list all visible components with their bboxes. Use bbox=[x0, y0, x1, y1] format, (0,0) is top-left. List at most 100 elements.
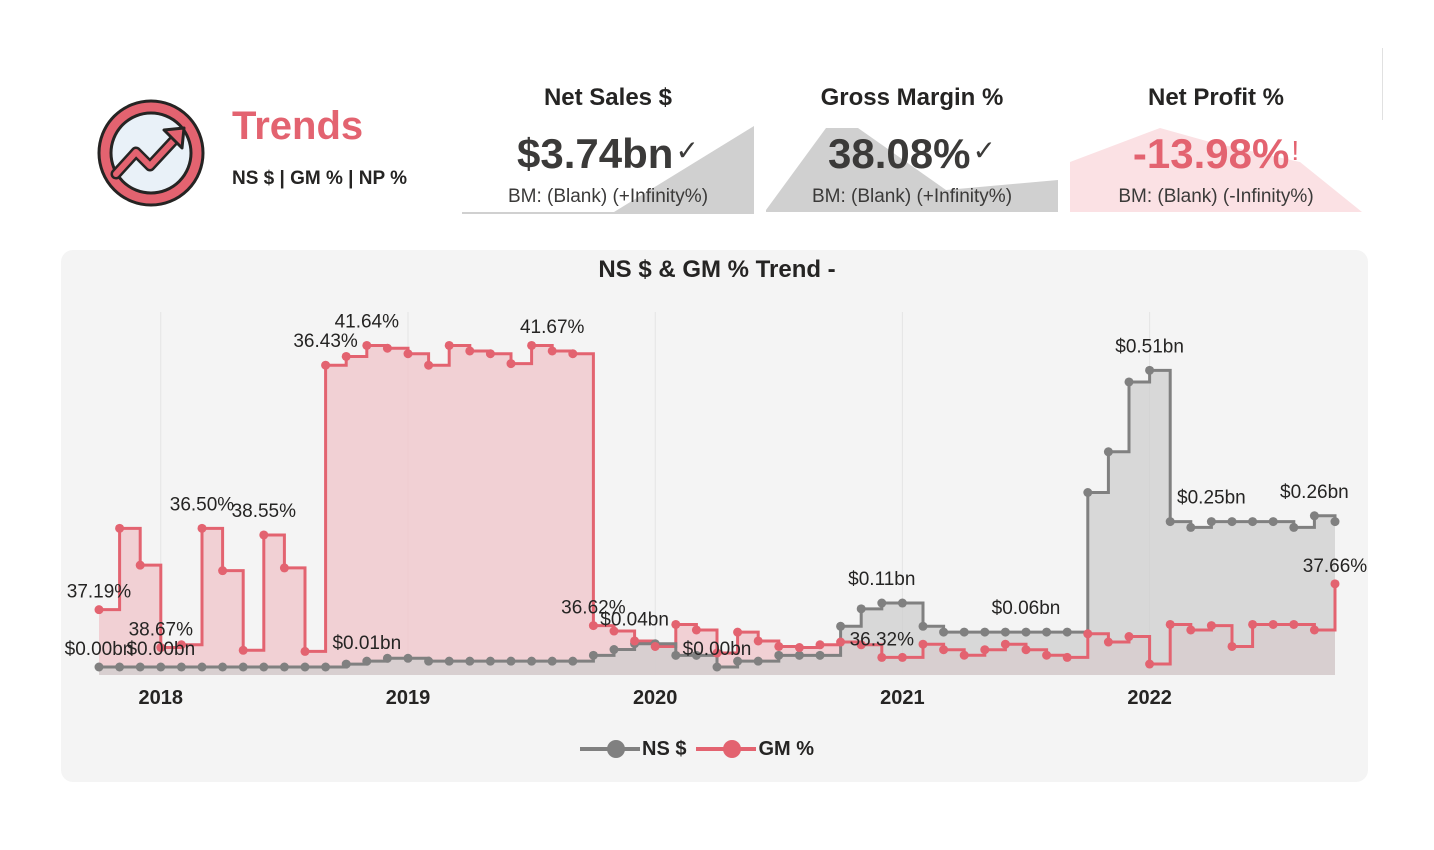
data-label: $0.25bn bbox=[1177, 488, 1246, 509]
data-label: $0.11bn bbox=[848, 569, 915, 590]
ns-point bbox=[444, 656, 454, 666]
legend-item-ns[interactable]: NS $ bbox=[580, 737, 686, 761]
x-tick-label: 2019 bbox=[386, 687, 431, 709]
gm-point bbox=[444, 340, 454, 350]
kpi-sparkline-bg bbox=[1070, 128, 1362, 212]
gm-point bbox=[547, 346, 557, 356]
data-label: 36.50% bbox=[170, 494, 235, 515]
ns-point bbox=[341, 659, 351, 669]
ns-point bbox=[980, 627, 990, 637]
gm-point bbox=[733, 627, 743, 637]
ns-point bbox=[712, 662, 722, 672]
data-label: 37.66% bbox=[1303, 556, 1368, 577]
gm-point bbox=[341, 351, 351, 361]
gm-point bbox=[403, 349, 413, 359]
gm-point bbox=[650, 641, 660, 651]
gm-point bbox=[1124, 632, 1134, 642]
gm-point bbox=[115, 523, 125, 533]
trend-up-circle-icon bbox=[94, 96, 208, 210]
ns-point bbox=[506, 656, 516, 666]
data-label: $0.04bn bbox=[600, 610, 669, 631]
gm-point bbox=[939, 645, 949, 655]
gm-point bbox=[362, 340, 372, 350]
gm-point bbox=[691, 625, 701, 635]
alert-icon: ! bbox=[1291, 135, 1300, 166]
data-label: 38.67% bbox=[129, 620, 194, 641]
gm-point bbox=[465, 346, 475, 356]
kpi-sparkline-bg bbox=[462, 126, 754, 214]
gm-point bbox=[176, 640, 186, 650]
ns-point bbox=[1289, 522, 1299, 532]
ns-point bbox=[1145, 365, 1155, 375]
ns-point bbox=[279, 662, 289, 672]
ns-point bbox=[1309, 511, 1319, 521]
gm-point bbox=[877, 652, 887, 662]
gm-point bbox=[836, 637, 846, 647]
legend-item-gm[interactable]: GM % bbox=[696, 737, 814, 761]
data-label: $0.06bn bbox=[992, 598, 1061, 619]
ns-point bbox=[1124, 377, 1134, 387]
ns-point bbox=[218, 662, 228, 672]
ns-point bbox=[1248, 517, 1258, 527]
gm-point bbox=[712, 648, 722, 658]
kpi-card-gross-margin[interactable]: Gross Margin % 38.08%✓ BM: (Blank) (+Inf… bbox=[766, 80, 1058, 214]
x-tick-label: 2022 bbox=[1127, 687, 1172, 709]
ns-point bbox=[568, 656, 578, 666]
gm-area bbox=[99, 345, 1335, 675]
ns-point bbox=[238, 662, 248, 672]
kpi-card-net-profit[interactable]: Net Profit % -13.98%! BM: (Blank) (-Infi… bbox=[1070, 80, 1362, 214]
ns-point bbox=[156, 662, 166, 672]
gm-point bbox=[1145, 659, 1155, 669]
chart-title: NS $ & GM % Trend - bbox=[598, 256, 836, 283]
gm-point bbox=[609, 626, 619, 636]
ns-point bbox=[1186, 522, 1196, 532]
ns-point bbox=[362, 656, 372, 666]
ns-point bbox=[1042, 627, 1052, 637]
gm-point bbox=[156, 643, 166, 653]
data-label: $0.00bn bbox=[126, 639, 195, 660]
ns-point bbox=[959, 627, 969, 637]
gm-point bbox=[1186, 625, 1196, 635]
data-label: 37.19% bbox=[67, 582, 132, 603]
gm-point bbox=[1000, 639, 1010, 649]
ns-point bbox=[753, 656, 763, 666]
ns-point bbox=[321, 662, 331, 672]
kpi-card-net-sales[interactable]: Net Sales $ $3.74bn✓ BM: (Blank) (+Infin… bbox=[462, 80, 754, 214]
ns-point bbox=[527, 656, 537, 666]
ns-point bbox=[135, 662, 145, 672]
gm-point bbox=[588, 621, 598, 631]
data-label: $0.00bn bbox=[683, 639, 752, 660]
ns-point bbox=[94, 662, 104, 672]
ns-point bbox=[794, 650, 804, 660]
ns-point bbox=[1062, 627, 1072, 637]
kpi-value: $3.74bn✓ bbox=[517, 130, 699, 177]
ns-point bbox=[774, 650, 784, 660]
gm-point bbox=[897, 652, 907, 662]
kpi-benchmark: BM: (Blank) (-Infinity%) bbox=[1118, 186, 1314, 207]
page-subtitle: NS $ | GM % | NP % bbox=[232, 168, 407, 189]
data-label: 36.43% bbox=[293, 331, 358, 352]
gm-point bbox=[218, 566, 228, 576]
kpi-value: 38.08%✓ bbox=[828, 130, 996, 177]
kpi-value: -13.98%! bbox=[1132, 130, 1300, 177]
gm-point bbox=[300, 646, 310, 656]
ns-point bbox=[815, 650, 825, 660]
gm-point bbox=[815, 640, 825, 650]
gm-point bbox=[959, 650, 969, 660]
data-label: $0.01bn bbox=[332, 633, 401, 654]
ns-point bbox=[877, 598, 887, 608]
ns-point bbox=[115, 662, 125, 672]
data-label: 36.32% bbox=[850, 629, 915, 650]
legend-label: NS $ bbox=[642, 737, 687, 760]
kpi-sparkline-bg bbox=[766, 128, 1058, 212]
data-label: 41.64% bbox=[335, 311, 400, 332]
x-tick-label: 2021 bbox=[880, 687, 925, 709]
ns-point bbox=[1103, 447, 1113, 457]
gm-point bbox=[856, 640, 866, 650]
gm-point bbox=[671, 619, 681, 629]
data-label: 38.55% bbox=[232, 501, 297, 522]
gm-point bbox=[1062, 652, 1072, 662]
gm-point bbox=[321, 360, 331, 370]
gm-point bbox=[485, 349, 495, 359]
